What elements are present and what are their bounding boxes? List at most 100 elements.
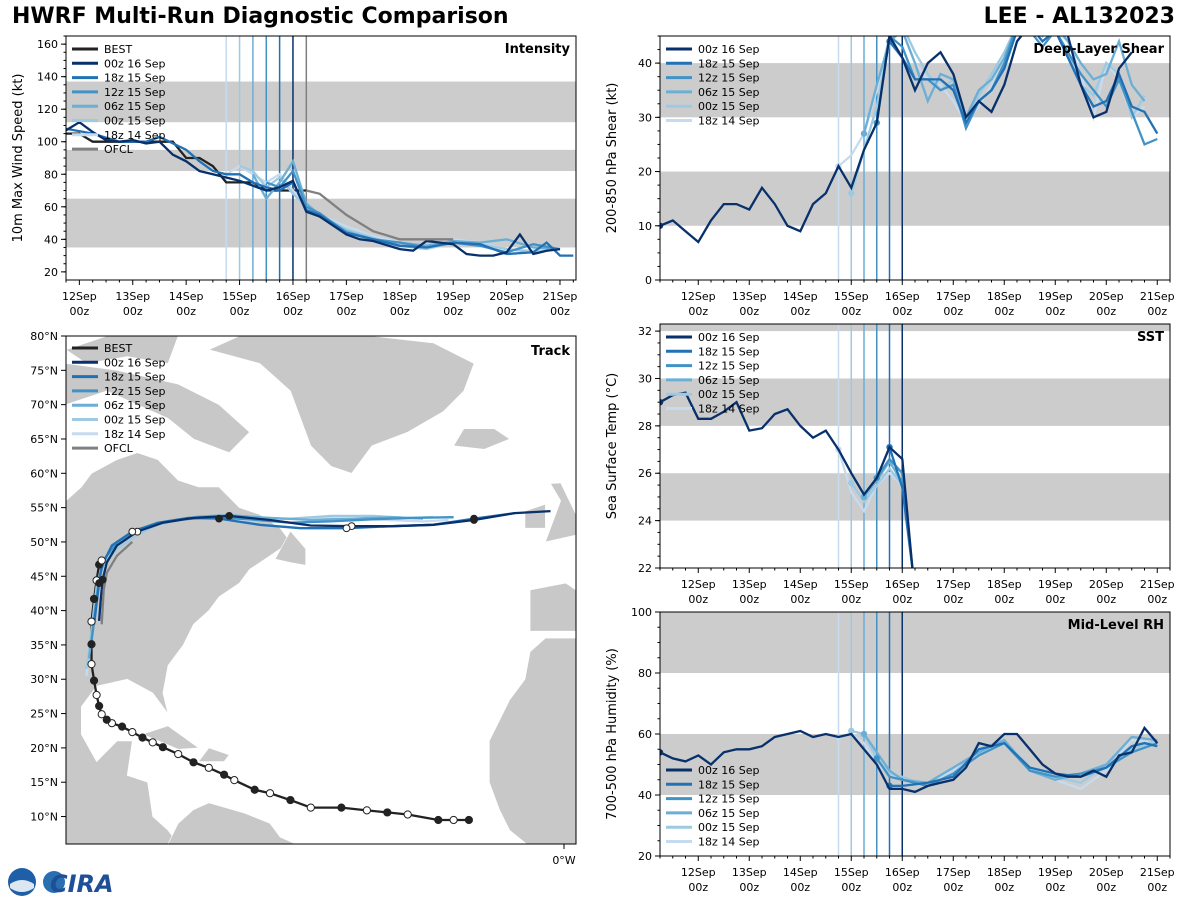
x-tick-label-hour: 00z: [1096, 881, 1116, 894]
x-tick-label-hour: 00z: [688, 305, 708, 318]
y-tick-label: 20: [638, 850, 652, 863]
lat-tick-label: 60°N: [30, 467, 58, 480]
legend-label: 00z 15 Sep: [104, 115, 166, 128]
x-tick-label-hour: 00z: [688, 593, 708, 606]
best-track-marker: [138, 733, 147, 742]
y-tick-label: 20: [638, 166, 652, 179]
x-tick-label-hour: 00z: [69, 305, 89, 318]
y-axis-label: 700-500 hPa Humidity (%): [605, 648, 620, 820]
series-start-marker: [660, 222, 664, 229]
forecast-marker: [342, 524, 351, 533]
y-axis-label: 10m Max Wind Speed (kt): [11, 74, 26, 243]
y-tick-label: 10: [638, 220, 652, 233]
forecast-marker: [470, 514, 478, 523]
x-tick-label-date: 17Sep: [936, 866, 971, 879]
lat-tick-label: 40°N: [30, 605, 58, 618]
x-tick-label-date: 19Sep: [436, 290, 471, 303]
x-tick-label-date: 13Sep: [732, 290, 767, 303]
cira-logo: CIRA: [8, 868, 114, 898]
shear-chart: 0 10 20 30 40 12Sep 00z 13Sep 00z 14Sep 00z 15Sep 00…: [605, 35, 1175, 318]
landmass-greenland: [207, 336, 475, 474]
landmass-north-america: [66, 452, 291, 844]
legend-label: 18z 15 Sep: [104, 371, 166, 384]
lat-tick-label: 20°N: [30, 742, 58, 755]
legend-label: 18z 14 Sep: [104, 428, 166, 441]
x-tick-label-date: 17Sep: [329, 290, 364, 303]
best-track-marker: [362, 806, 371, 815]
x-tick-label-hour: 00z: [336, 305, 356, 318]
series-group: [660, 36, 1159, 244]
legend-label: 00z 15 Sep: [698, 100, 760, 113]
y-tick-label: 28: [638, 420, 652, 433]
x-tick-label-date: 14Sep: [783, 290, 818, 303]
y-tick-label: 30: [638, 372, 652, 385]
forecast-marker: [128, 527, 137, 536]
x-tick-label-date: 16Sep: [885, 866, 920, 879]
best-track-marker: [174, 749, 183, 759]
x-tick-label-date: 14Sep: [169, 290, 204, 303]
x-tick-label-hour: 00z: [739, 881, 759, 894]
series-line-00z-15-sep: [239, 165, 561, 254]
series-line-00z-15-sep: [850, 36, 1146, 194]
legend-label: BEST: [104, 342, 132, 355]
x-tick-label-date: 15Sep: [222, 290, 257, 303]
intensity-chart: 20 40 60 80 100 120 140 160 12Sep 00z 13Sep 00z 14Se…: [11, 35, 577, 318]
legend-label: 06z 15 Sep: [698, 374, 760, 387]
x-tick-label-hour: 00z: [1096, 305, 1116, 318]
shade-band: [66, 149, 576, 172]
y-axis-label: 200-850 hPa Shear (kt): [605, 83, 620, 234]
x-tick-label-date: 12Sep: [681, 866, 716, 879]
x-tick-label-date: 15Sep: [834, 578, 869, 591]
best-track-marker: [230, 776, 239, 785]
forecast-marker: [215, 514, 223, 523]
x-tick-label-hour: 00z: [841, 881, 861, 894]
lat-tick-label: 35°N: [30, 639, 58, 652]
series-group: [66, 120, 574, 257]
x-tick-label-hour: 00z: [176, 305, 196, 318]
lat-tick-label: 70°N: [30, 399, 58, 412]
best-track-marker: [403, 810, 412, 819]
shade-band: [660, 324, 1170, 332]
x-tick-label-hour: 00z: [1147, 305, 1167, 318]
landmass-britain: [544, 482, 576, 543]
best-track-marker: [87, 640, 96, 649]
best-track-marker: [87, 617, 96, 626]
legend-label: 12z 15 Sep: [698, 793, 760, 806]
legend-label: OFCL: [104, 442, 134, 455]
lat-tick-label: 15°N: [30, 776, 58, 789]
x-tick-label-date: 20Sep: [489, 290, 524, 303]
y-tick-label: 160: [37, 38, 58, 51]
series-start-marker: [848, 190, 855, 197]
x-tick-label-date: 18Sep: [987, 578, 1022, 591]
forecast-marker: [225, 511, 234, 520]
legend-label: 18z 15 Sep: [698, 345, 760, 358]
x-tick-label-date: 18Sep: [987, 866, 1022, 879]
legend-label: 12z 15 Sep: [104, 385, 166, 398]
y-tick-label: 30: [638, 111, 652, 124]
x-tick-label-hour: 00z: [790, 593, 810, 606]
series-start-marker: [860, 730, 868, 738]
lon-tick-label: 0°W: [552, 854, 575, 867]
x-tick-label-hour: 00z: [1096, 593, 1116, 606]
best-track-marker: [89, 676, 99, 685]
legend-label: 00z 16 Sep: [698, 331, 760, 344]
y-tick-label: 140: [37, 71, 58, 84]
x-tick-label-date: 20Sep: [1089, 578, 1124, 591]
best-track-marker: [148, 738, 157, 747]
x-tick-label-date: 18Sep: [987, 290, 1022, 303]
best-track-marker: [97, 556, 106, 565]
x-tick-label-hour: 00z: [994, 593, 1014, 606]
y-tick-label: 24: [638, 515, 652, 528]
series-group: [660, 391, 914, 568]
lat-tick-label: 80°N: [30, 330, 58, 343]
x-tick-label-date: 21Sep: [1140, 578, 1175, 591]
x-tick-label-hour: 00z: [230, 305, 250, 318]
y-tick-label: 120: [37, 103, 58, 116]
y-tick-label: 26: [638, 467, 652, 480]
legend-label: 00z 16 Sep: [104, 57, 166, 70]
x-tick-label-hour: 00z: [790, 881, 810, 894]
best-track-marker: [189, 758, 198, 767]
x-tick-label-hour: 00z: [892, 881, 912, 894]
y-tick-label: 100: [37, 136, 58, 149]
landmass-cuba: [141, 725, 200, 750]
